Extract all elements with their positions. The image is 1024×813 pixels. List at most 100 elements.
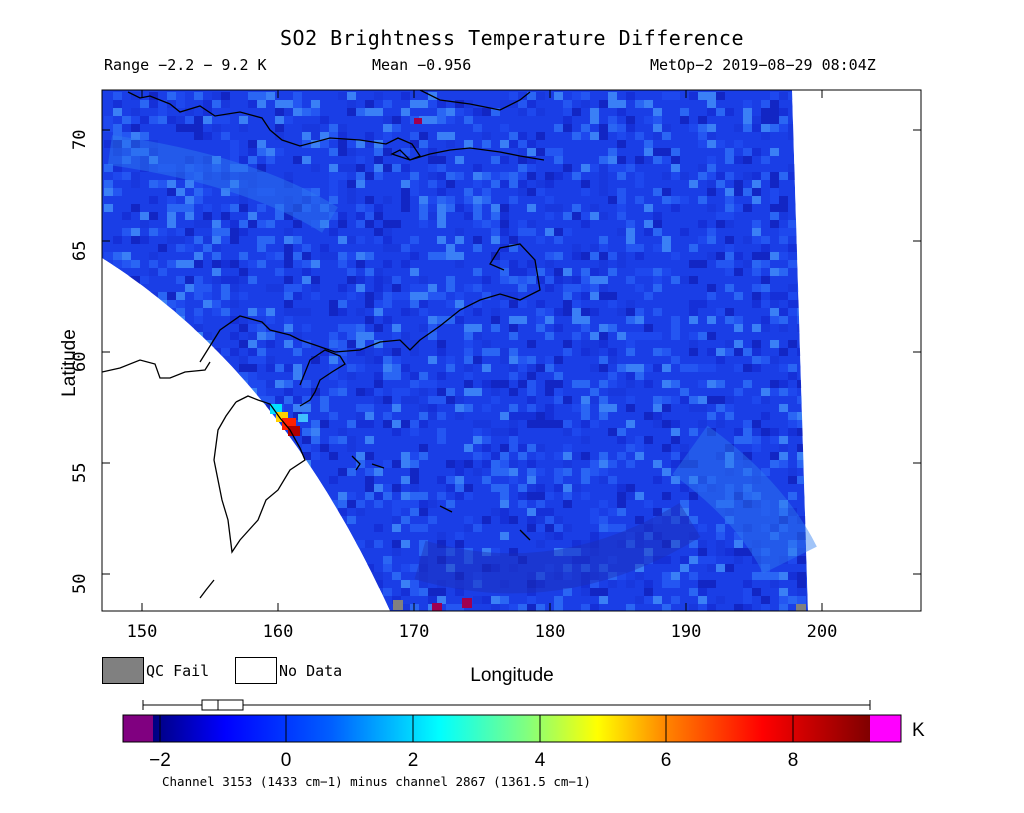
data-pixel bbox=[779, 324, 788, 332]
data-pixel bbox=[320, 348, 329, 356]
data-pixel bbox=[716, 380, 725, 388]
data-pixel bbox=[158, 116, 167, 124]
data-pixel bbox=[788, 244, 797, 252]
data-pixel bbox=[419, 556, 428, 564]
data-pixel bbox=[689, 92, 698, 100]
data-pixel bbox=[536, 300, 545, 308]
data-pixel bbox=[545, 524, 554, 532]
data-pixel bbox=[707, 172, 716, 180]
data-pixel bbox=[509, 316, 518, 324]
data-pixel bbox=[707, 108, 716, 116]
data-pixel bbox=[635, 444, 644, 452]
data-pixel bbox=[761, 276, 770, 284]
data-pixel bbox=[545, 532, 554, 540]
data-pixel bbox=[662, 92, 671, 100]
data-pixel bbox=[212, 92, 221, 100]
data-pixel bbox=[410, 372, 419, 380]
data-pixel bbox=[734, 180, 743, 188]
data-pixel bbox=[536, 180, 545, 188]
data-pixel bbox=[779, 92, 788, 100]
data-pixel bbox=[617, 132, 626, 140]
data-pixel bbox=[194, 236, 203, 244]
data-pixel bbox=[446, 180, 455, 188]
data-pixel bbox=[410, 460, 419, 468]
data-pixel bbox=[689, 180, 698, 188]
data-pixel bbox=[527, 420, 536, 428]
data-pixel bbox=[347, 324, 356, 332]
data-pixel bbox=[167, 236, 176, 244]
data-pixel bbox=[113, 100, 122, 108]
data-pixel bbox=[473, 356, 482, 364]
data-pixel bbox=[779, 380, 788, 388]
data-pixel bbox=[653, 404, 662, 412]
data-pixel bbox=[284, 236, 293, 244]
data-pixel bbox=[563, 460, 572, 468]
data-pixel bbox=[347, 236, 356, 244]
data-pixel bbox=[761, 132, 770, 140]
data-pixel bbox=[707, 364, 716, 372]
data-pixel bbox=[626, 460, 635, 468]
data-pixel bbox=[239, 356, 248, 364]
data-pixel bbox=[572, 252, 581, 260]
data-pixel bbox=[590, 164, 599, 172]
data-pixel bbox=[356, 508, 365, 516]
data-pixel bbox=[581, 572, 590, 580]
data-pixel bbox=[320, 132, 329, 140]
data-pixel bbox=[329, 148, 338, 156]
data-pixel bbox=[653, 124, 662, 132]
data-pixel bbox=[257, 100, 266, 108]
data-pixel bbox=[500, 484, 509, 492]
data-pixel bbox=[428, 588, 437, 596]
data-pixel bbox=[644, 500, 653, 508]
data-pixel bbox=[626, 372, 635, 380]
data-pixel bbox=[284, 116, 293, 124]
data-pixel bbox=[518, 220, 527, 228]
data-pixel bbox=[545, 212, 554, 220]
data-pixel bbox=[599, 364, 608, 372]
data-pixel bbox=[788, 428, 797, 436]
data-pixel bbox=[644, 116, 653, 124]
data-pixel bbox=[518, 604, 527, 611]
data-pixel bbox=[275, 268, 284, 276]
data-pixel bbox=[320, 252, 329, 260]
data-pixel bbox=[500, 124, 509, 132]
data-pixel bbox=[752, 348, 761, 356]
data-pixel bbox=[527, 396, 536, 404]
data-pixel bbox=[752, 148, 761, 156]
data-pixel bbox=[356, 156, 365, 164]
data-pixel bbox=[563, 452, 572, 460]
data-pixel bbox=[770, 116, 779, 124]
data-pixel bbox=[446, 484, 455, 492]
data-pixel bbox=[284, 260, 293, 268]
data-pixel bbox=[284, 316, 293, 324]
data-pixel bbox=[392, 548, 401, 556]
data-pixel bbox=[581, 380, 590, 388]
data-pixel bbox=[536, 604, 545, 611]
data-pixel bbox=[761, 500, 770, 508]
data-pixel bbox=[428, 180, 437, 188]
data-pixel bbox=[473, 212, 482, 220]
data-pixel bbox=[770, 212, 779, 220]
data-pixel bbox=[194, 132, 203, 140]
data-pixel bbox=[113, 164, 122, 172]
data-pixel bbox=[293, 292, 302, 300]
data-pixel bbox=[608, 92, 617, 100]
data-pixel bbox=[302, 124, 311, 132]
data-pixel bbox=[581, 564, 590, 572]
data-pixel bbox=[671, 460, 680, 468]
data-pixel bbox=[284, 276, 293, 284]
data-pixel bbox=[374, 108, 383, 116]
data-pixel bbox=[752, 324, 761, 332]
data-pixel bbox=[464, 332, 473, 340]
data-pixel bbox=[779, 116, 788, 124]
range-boxplot bbox=[142, 699, 871, 711]
data-pixel bbox=[239, 316, 248, 324]
data-pixel bbox=[644, 524, 653, 532]
data-pixel bbox=[338, 140, 347, 148]
data-pixel bbox=[581, 220, 590, 228]
data-pixel bbox=[500, 100, 509, 108]
data-pixel bbox=[554, 156, 563, 164]
data-pixel bbox=[230, 204, 239, 212]
data-pixel bbox=[284, 364, 293, 372]
data-pixel bbox=[779, 316, 788, 324]
